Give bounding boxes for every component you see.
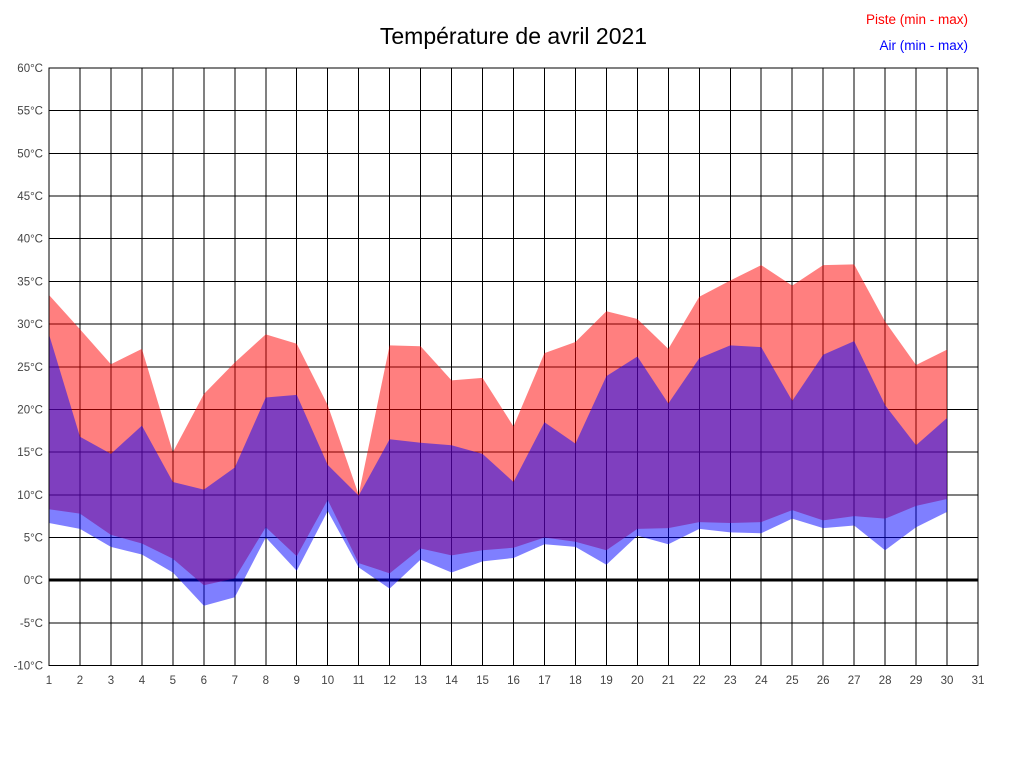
x-tick-label: 24 bbox=[755, 675, 768, 687]
y-tick-label: 35°C bbox=[17, 276, 43, 288]
x-tick-label: 10 bbox=[321, 675, 334, 687]
y-tick-label: 60°C bbox=[17, 63, 43, 75]
x-tick-label: 2 bbox=[77, 675, 83, 687]
y-tick-label: 45°C bbox=[17, 191, 43, 203]
y-tick-label: 10°C bbox=[17, 490, 43, 502]
y-tick-label: 50°C bbox=[17, 148, 43, 160]
x-tick-label: 28 bbox=[879, 675, 892, 687]
y-tick-label: 0°C bbox=[24, 575, 43, 587]
x-tick-label: 16 bbox=[507, 675, 520, 687]
x-tick-label: 21 bbox=[662, 675, 675, 687]
y-tick-label: -10°C bbox=[13, 661, 43, 673]
x-tick-label: 25 bbox=[786, 675, 799, 687]
x-tick-label: 5 bbox=[170, 675, 176, 687]
plot-border bbox=[48, 67, 979, 666]
air-band bbox=[49, 334, 948, 606]
x-tick-label: 17 bbox=[538, 675, 551, 687]
y-axis-labels: 60°C 55°C 50°C 45°C 40°C 35°C 30°C 25°C 20°C 15°C… bbox=[13, 63, 43, 673]
legend-air-label: Air (min - max) bbox=[880, 38, 969, 53]
x-tick-label: 11 bbox=[353, 675, 365, 687]
x-tick-label: 20 bbox=[631, 675, 644, 687]
y-tick-label: 55°C bbox=[17, 106, 43, 118]
y-tick-label: 40°C bbox=[17, 234, 43, 246]
x-tick-label: 15 bbox=[476, 675, 489, 687]
x-tick-label: 13 bbox=[414, 675, 427, 687]
x-tick-label: 26 bbox=[817, 675, 830, 687]
x-tick-label: 31 bbox=[972, 675, 985, 687]
x-axis-labels: 1 2 3 4 5 6 7 8 9 10 11 12 13 14 15 16 17 18 19 20 21 22 23 24 2… bbox=[46, 675, 985, 687]
x-tick-label: 3 bbox=[108, 675, 114, 687]
x-tick-label: 14 bbox=[445, 675, 458, 687]
x-tick-label: 12 bbox=[383, 675, 396, 687]
y-tick-label: 5°C bbox=[24, 532, 43, 544]
temperature-bands bbox=[49, 264, 948, 606]
x-tick-label: 27 bbox=[848, 675, 861, 687]
y-tick-label: 20°C bbox=[17, 404, 43, 416]
x-tick-label: 4 bbox=[139, 675, 146, 687]
y-tick-label: -5°C bbox=[20, 618, 43, 630]
x-tick-label: 19 bbox=[600, 675, 613, 687]
x-tick-label: 30 bbox=[941, 675, 954, 687]
x-tick-label: 6 bbox=[201, 675, 207, 687]
y-tick-label: 25°C bbox=[17, 362, 43, 374]
y-tick-label: 15°C bbox=[17, 447, 43, 459]
x-tick-label: 23 bbox=[724, 675, 737, 687]
x-tick-label: 29 bbox=[910, 675, 923, 687]
x-tick-label: 9 bbox=[294, 675, 300, 687]
y-tick-label: 30°C bbox=[17, 319, 43, 331]
x-tick-label: 7 bbox=[232, 675, 238, 687]
x-tick-label: 22 bbox=[693, 675, 706, 687]
chart-title: Température de avril 2021 bbox=[380, 23, 647, 49]
x-tick-label: 18 bbox=[569, 675, 582, 687]
x-tick-label: 8 bbox=[263, 675, 269, 687]
legend-piste-label: Piste (min - max) bbox=[866, 12, 968, 27]
x-tick-label: 1 bbox=[46, 675, 52, 687]
